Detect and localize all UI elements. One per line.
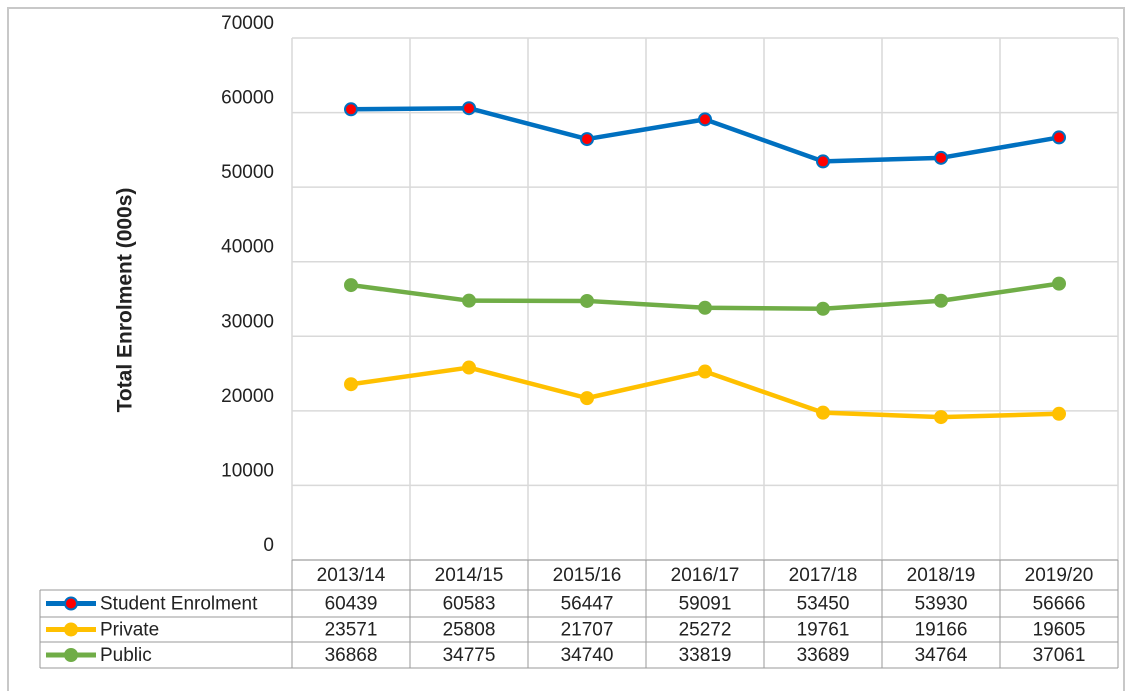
legend-marker [64, 622, 78, 637]
data-point [344, 102, 358, 117]
data-point [1052, 406, 1066, 421]
data-point [698, 112, 712, 127]
y-tick-label: 20000 [221, 386, 274, 407]
table-value: 59091 [679, 594, 732, 615]
legend-label: Private [100, 620, 159, 641]
legend-marker [64, 648, 78, 662]
data-point [816, 301, 830, 316]
x-tick-label: 2015/16 [553, 565, 622, 586]
data-point [934, 410, 948, 425]
table-value: 21707 [561, 620, 614, 641]
data-point [1052, 276, 1066, 291]
data-point [580, 391, 594, 406]
y-axis-label: Total Enrolment (000s) [114, 188, 137, 413]
data-point [344, 278, 358, 293]
table-value: 37061 [1033, 645, 1086, 666]
legend-label: Public [100, 645, 152, 666]
x-tick-label: 2017/18 [789, 565, 858, 586]
data-point [934, 150, 948, 165]
table-value: 34775 [443, 645, 496, 666]
table-value: 34764 [915, 645, 968, 666]
table-value: 34740 [561, 645, 614, 666]
data-point [698, 364, 712, 379]
table-value: 60583 [443, 594, 496, 615]
data-point [934, 293, 948, 308]
table-value: 33819 [679, 645, 732, 666]
table-value: 60439 [325, 594, 378, 615]
x-tick-label: 2016/17 [671, 565, 740, 586]
table-value: 33689 [797, 645, 850, 666]
table-value: 19761 [797, 620, 850, 641]
y-tick-label: 30000 [221, 311, 274, 332]
table-value: 53930 [915, 594, 968, 615]
table-value: 36868 [325, 645, 378, 666]
data-point [698, 300, 712, 315]
chart-frame [7, 7, 1125, 691]
table-value: 25272 [679, 620, 732, 641]
data-point [580, 293, 594, 308]
data-point [344, 377, 358, 392]
table-value: 19605 [1033, 620, 1086, 641]
x-tick-label: 2018/19 [907, 565, 976, 586]
data-point [816, 154, 830, 169]
x-tick-label: 2019/20 [1025, 565, 1094, 586]
table-value: 25808 [443, 620, 496, 641]
data-point [462, 293, 476, 308]
table-value: 53450 [797, 594, 850, 615]
y-tick-label: 50000 [221, 162, 274, 183]
table-value: 19166 [915, 620, 968, 641]
data-point [462, 360, 476, 375]
data-point [1052, 130, 1066, 145]
table-value: 56447 [561, 594, 614, 615]
table-value: 23571 [325, 620, 378, 641]
y-tick-label: 0 [263, 535, 274, 556]
table-value: 56666 [1033, 594, 1086, 615]
y-tick-label: 10000 [221, 460, 274, 481]
legend-marker [64, 596, 78, 611]
data-point [462, 101, 476, 116]
x-tick-label: 2013/14 [317, 565, 386, 586]
data-point [816, 405, 830, 420]
legend-label: Student Enrolment [100, 594, 258, 615]
y-tick-label: 60000 [221, 88, 274, 109]
x-tick-label: 2014/15 [435, 565, 504, 586]
y-tick-label: 70000 [221, 13, 274, 34]
y-tick-label: 40000 [221, 237, 274, 258]
data-point [580, 132, 594, 147]
